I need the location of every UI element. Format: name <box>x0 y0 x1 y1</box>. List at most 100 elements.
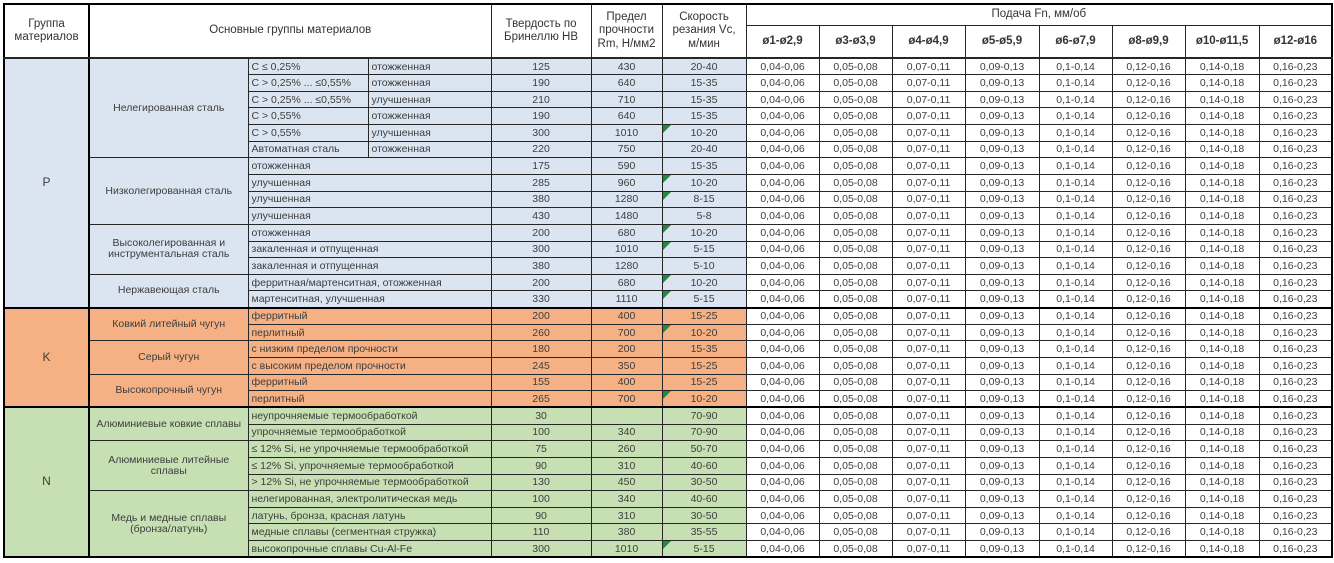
condition-cell: C ≤ 0,25% <box>247 57 369 76</box>
feed-cell: 0,12-0,16 <box>1111 456 1186 475</box>
feed-cell: 0,04-0,06 <box>745 273 820 292</box>
feed-cell: 0,12-0,16 <box>1111 306 1186 325</box>
feed-cell: 0,05-0,08 <box>818 257 893 275</box>
feed-cell: 0,1-0,14 <box>1038 323 1113 342</box>
rm-cell: 700 <box>590 390 663 408</box>
feed-cell: 0,16-0,23 <box>1258 540 1333 558</box>
feed-cell: 0,05-0,08 <box>818 173 893 192</box>
feed-cell: 0,05-0,08 <box>818 406 893 425</box>
rm-cell: 340 <box>590 490 663 508</box>
feed-cell: 0,09-0,13 <box>964 506 1040 525</box>
table-row: улучшенная 380 1280 8-15 0,04-0,06 0,05-0,08 0… <box>4 190 1333 209</box>
feed-cell: 0,09-0,13 <box>964 207 1040 225</box>
feed-cell: 0,12-0,16 <box>1111 157 1186 175</box>
feed-cell: 0,09-0,13 <box>964 124 1040 142</box>
feed-cell: 0,16-0,23 <box>1258 490 1333 508</box>
condition-cell: Автоматная сталь <box>247 140 369 159</box>
feed-cell: 0,07-0,11 <box>891 456 966 475</box>
feed-cell: 0,1-0,14 <box>1038 124 1113 142</box>
feed-cell: 0,16-0,23 <box>1258 323 1333 342</box>
rm-cell: 1280 <box>590 190 663 209</box>
rm-cell: 710 <box>590 90 663 109</box>
vc-cell: 10-20 <box>661 173 747 192</box>
condition-cell: отожженная <box>247 223 492 242</box>
feed-cell: 0,14-0,18 <box>1184 373 1260 392</box>
feed-cell: 0,07-0,11 <box>891 290 966 309</box>
condition-cell: неупрочняемые термообработкой <box>247 406 492 425</box>
feed-cell: 0,09-0,13 <box>964 440 1040 458</box>
condition-cell: с высоким пределом прочности <box>247 357 492 375</box>
feed-cell: 0,1-0,14 <box>1038 373 1113 392</box>
feed-cell: 0,16-0,23 <box>1258 257 1333 275</box>
group-letter-cell: P <box>3 57 90 309</box>
feed-cell: 0,05-0,08 <box>818 140 893 159</box>
vc-cell: 5-15 <box>661 290 747 309</box>
condition-cell: упрочняемые термообработкой <box>247 423 492 442</box>
feed-cell: 0,16-0,23 <box>1258 473 1333 492</box>
feed-cell: 0,16-0,23 <box>1258 157 1333 175</box>
vc-cell: 15-25 <box>661 373 747 392</box>
rm-cell: 380 <box>590 523 663 542</box>
feed-cell: 0,14-0,18 <box>1184 490 1260 508</box>
state-cell: улучшенная <box>367 90 492 109</box>
feed-cell: 0,12-0,16 <box>1111 173 1186 192</box>
feed-cell: 0,04-0,06 <box>745 107 820 126</box>
feed-cell: 0,16-0,23 <box>1258 207 1333 225</box>
condition-cell: закаленная и отпущенная <box>247 257 492 275</box>
feed-cell: 0,09-0,13 <box>964 223 1040 242</box>
feed-cell: 0,05-0,08 <box>818 423 893 442</box>
feed-cell: 0,14-0,18 <box>1184 257 1260 275</box>
feed-cell: 0,09-0,13 <box>964 190 1040 209</box>
condition-cell: C > 0,55% <box>247 107 369 126</box>
feed-cell: 0,04-0,06 <box>745 223 820 242</box>
hb-cell: 75 <box>490 440 592 458</box>
rm-cell: 310 <box>590 456 663 475</box>
feed-cell: 0,05-0,08 <box>818 540 893 558</box>
feed-cell: 0,1-0,14 <box>1038 540 1113 558</box>
table-row: перлитный 260 700 10-20 0,04-0,06 0,05-0,08 0,… <box>4 323 1333 342</box>
hb-cell: 300 <box>490 124 592 142</box>
condition-cell: ферритный <box>247 306 492 325</box>
feed-cell: 0,1-0,14 <box>1038 223 1113 242</box>
hb-cell: 300 <box>490 240 592 259</box>
feed-cell: 0,04-0,06 <box>745 406 820 425</box>
feed-cell: 0,07-0,11 <box>891 140 966 159</box>
vc-cell: 15-35 <box>661 74 747 92</box>
condition-cell: улучшенная <box>247 190 492 209</box>
feed-cell: 0,04-0,06 <box>745 373 820 392</box>
feed-cell: 0,05-0,08 <box>818 390 893 408</box>
group-letter-cell: N <box>3 406 90 558</box>
hb-cell: 175 <box>490 157 592 175</box>
vc-cell: 15-25 <box>661 306 747 325</box>
rm-cell: 1280 <box>590 257 663 275</box>
feed-cell: 0,14-0,18 <box>1184 107 1260 126</box>
feed-cell: 0,05-0,08 <box>818 506 893 525</box>
rm-cell: 1010 <box>590 540 663 558</box>
header-main-groups: Основные группы материалов <box>88 3 492 59</box>
feed-cell: 0,07-0,11 <box>891 390 966 408</box>
rm-cell: 680 <box>590 273 663 292</box>
hb-cell: 100 <box>490 423 592 442</box>
table-row: с высоким пределом прочности 245 350 15-25 0… <box>4 357 1333 375</box>
feed-cell: 0,1-0,14 <box>1038 306 1113 325</box>
hb-cell: 125 <box>490 57 592 76</box>
feed-cell: 0,1-0,14 <box>1038 90 1113 109</box>
feed-cell: 0,1-0,14 <box>1038 506 1113 525</box>
header-feed-dia-7: ø10-ø11,5 <box>1184 24 1260 59</box>
feed-cell: 0,09-0,13 <box>964 140 1040 159</box>
feed-cell: 0,14-0,18 <box>1184 273 1260 292</box>
feed-cell: 0,14-0,18 <box>1184 523 1260 542</box>
feed-cell: 0,16-0,23 <box>1258 173 1333 192</box>
condition-cell: ферритная/мартенситная, отожженная <box>247 273 492 292</box>
vc-cell: 20-40 <box>661 57 747 76</box>
feed-cell: 0,04-0,06 <box>745 173 820 192</box>
feed-cell: 0,1-0,14 <box>1038 340 1113 359</box>
rm-cell <box>590 406 663 425</box>
feed-cell: 0,07-0,11 <box>891 423 966 442</box>
rm-cell: 590 <box>590 157 663 175</box>
rm-cell: 350 <box>590 357 663 375</box>
feed-cell: 0,12-0,16 <box>1111 473 1186 492</box>
feed-cell: 0,04-0,06 <box>745 540 820 558</box>
feed-cell: 0,07-0,11 <box>891 90 966 109</box>
hb-cell: 260 <box>490 323 592 342</box>
